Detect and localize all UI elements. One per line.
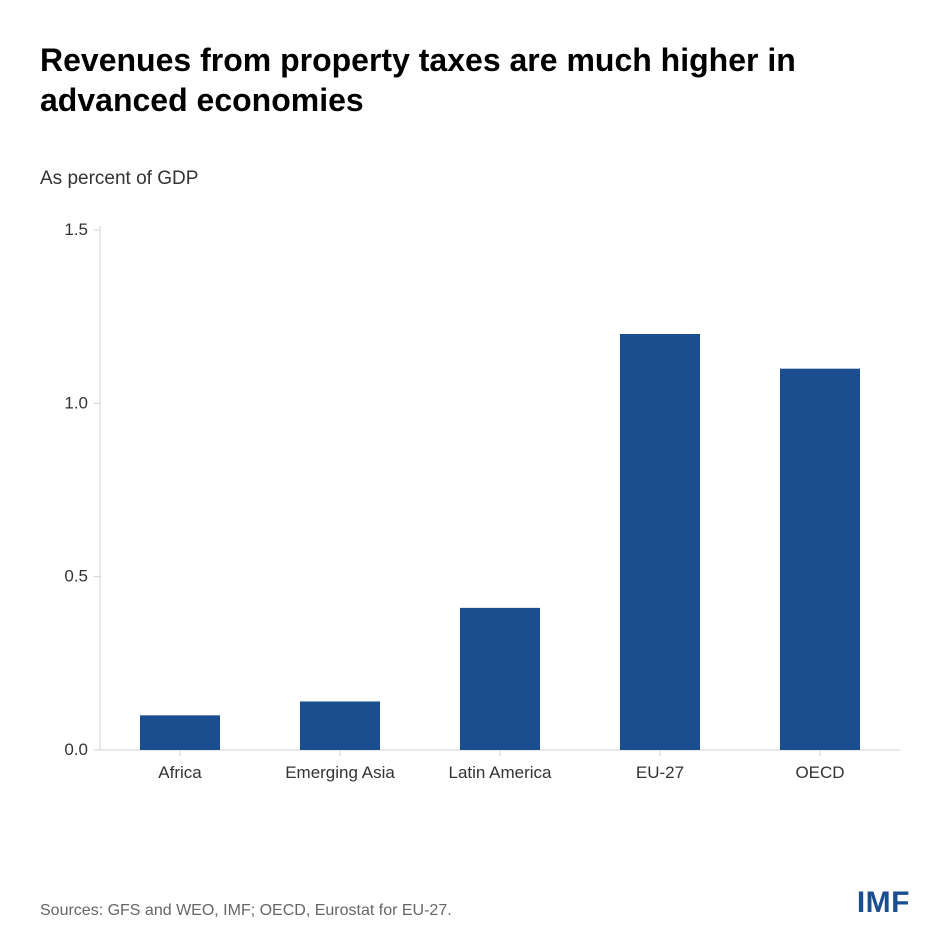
bar <box>780 369 860 750</box>
bar <box>460 608 540 750</box>
chart-footer: Sources: GFS and WEO, IMF; OECD, Eurosta… <box>40 886 910 920</box>
source-text: Sources: GFS and WEO, IMF; OECD, Eurosta… <box>40 902 452 920</box>
imf-logo: IMF <box>857 886 910 920</box>
x-label: Emerging Asia <box>285 763 395 782</box>
x-label: OECD <box>795 763 844 782</box>
bar <box>620 334 700 750</box>
svg-text:1.5: 1.5 <box>64 220 88 239</box>
x-label: Latin America <box>449 763 553 782</box>
x-label: Africa <box>158 763 202 782</box>
chart-title: Revenues from property taxes are much hi… <box>40 40 910 120</box>
bar-chart-svg: 0.0 0.5 1.0 1.5 Africa Emerging Asia Latin Ame… <box>40 210 910 800</box>
svg-text:0.5: 0.5 <box>64 567 88 586</box>
chart-subtitle: As percent of GDP <box>40 168 910 190</box>
svg-text:0.0: 0.0 <box>64 740 88 759</box>
chart-area: 0.0 0.5 1.0 1.5 Africa Emerging Asia Latin Ame… <box>40 210 910 862</box>
bar <box>300 701 380 750</box>
svg-text:1.0: 1.0 <box>64 393 88 412</box>
bar <box>140 715 220 750</box>
x-label: EU-27 <box>636 763 684 782</box>
